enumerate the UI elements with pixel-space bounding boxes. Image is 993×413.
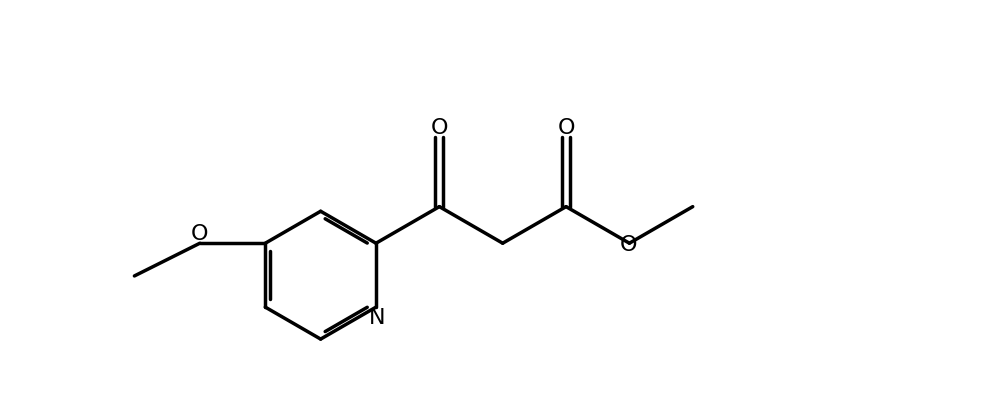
Text: N: N bbox=[369, 308, 386, 328]
Text: O: O bbox=[191, 224, 209, 244]
Text: O: O bbox=[557, 118, 575, 138]
Text: O: O bbox=[431, 118, 448, 138]
Text: O: O bbox=[620, 235, 638, 255]
